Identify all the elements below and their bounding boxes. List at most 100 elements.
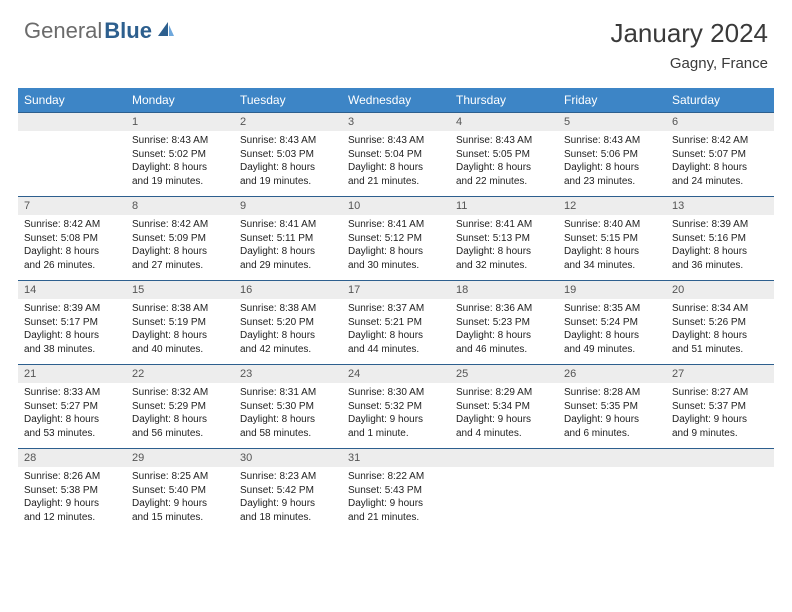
day-detail-line: Sunrise: 8:29 AM	[456, 386, 552, 400]
day-detail-line: Sunset: 5:19 PM	[132, 316, 228, 330]
location-label: Gagny, France	[610, 55, 768, 72]
day-detail-line: Sunset: 5:09 PM	[132, 232, 228, 246]
calendar-cell: 4Sunrise: 8:43 AMSunset: 5:05 PMDaylight…	[450, 112, 558, 196]
day-details	[450, 467, 558, 525]
day-number	[450, 448, 558, 467]
day-detail-line: Daylight: 8 hours	[240, 161, 336, 175]
day-detail-line: Sunrise: 8:42 AM	[24, 218, 120, 232]
day-detail-line: Sunset: 5:03 PM	[240, 148, 336, 162]
day-detail-line: and 38 minutes.	[24, 343, 120, 357]
day-detail-line: Sunset: 5:11 PM	[240, 232, 336, 246]
day-detail-line: Sunset: 5:26 PM	[672, 316, 768, 330]
day-detail-line: Daylight: 8 hours	[132, 161, 228, 175]
day-header-monday: Monday	[126, 88, 234, 112]
day-header-wednesday: Wednesday	[342, 88, 450, 112]
day-detail-line: Daylight: 8 hours	[564, 161, 660, 175]
day-details	[558, 467, 666, 525]
day-detail-line: Sunrise: 8:32 AM	[132, 386, 228, 400]
day-detail-line: Sunrise: 8:42 AM	[132, 218, 228, 232]
logo-text-blue: Blue	[104, 18, 152, 44]
day-detail-line: Daylight: 8 hours	[240, 245, 336, 259]
day-number: 12	[558, 196, 666, 215]
day-detail-line: Sunset: 5:21 PM	[348, 316, 444, 330]
day-detail-line: Sunrise: 8:39 AM	[24, 302, 120, 316]
day-detail-line: Sunrise: 8:35 AM	[564, 302, 660, 316]
day-detail-line: Sunset: 5:17 PM	[24, 316, 120, 330]
calendar-week-row: 28Sunrise: 8:26 AMSunset: 5:38 PMDayligh…	[18, 448, 774, 532]
day-detail-line: Daylight: 8 hours	[456, 161, 552, 175]
calendar-cell: 12Sunrise: 8:40 AMSunset: 5:15 PMDayligh…	[558, 196, 666, 280]
day-detail-line: Sunrise: 8:39 AM	[672, 218, 768, 232]
calendar-cell: 27Sunrise: 8:27 AMSunset: 5:37 PMDayligh…	[666, 364, 774, 448]
day-details: Sunrise: 8:41 AMSunset: 5:12 PMDaylight:…	[342, 215, 450, 280]
calendar-cell: 15Sunrise: 8:38 AMSunset: 5:19 PMDayligh…	[126, 280, 234, 364]
day-header-thursday: Thursday	[450, 88, 558, 112]
day-number: 26	[558, 364, 666, 383]
day-detail-line: Daylight: 8 hours	[456, 245, 552, 259]
calendar-cell: 14 Sunrise: 8:39 AMSunset: 5:17 PMDayligh…	[18, 280, 126, 364]
day-detail-line: Sunset: 5:20 PM	[240, 316, 336, 330]
calendar-cell	[450, 448, 558, 532]
calendar-week-row: 21Sunrise: 8:33 AMSunset: 5:27 PMDayligh…	[18, 364, 774, 448]
day-detail-line: Sunset: 5:16 PM	[672, 232, 768, 246]
day-number: 19	[558, 280, 666, 299]
day-detail-line: and 21 minutes.	[348, 511, 444, 525]
day-detail-line: Sunset: 5:27 PM	[24, 400, 120, 414]
day-detail-line: Sunrise: 8:28 AM	[564, 386, 660, 400]
calendar-cell: 6Sunrise: 8:42 AMSunset: 5:07 PMDaylight…	[666, 112, 774, 196]
day-detail-line: Sunset: 5:07 PM	[672, 148, 768, 162]
day-detail-line: Daylight: 9 hours	[348, 413, 444, 427]
day-detail-line: Sunset: 5:42 PM	[240, 484, 336, 498]
day-detail-line: and 1 minute.	[348, 427, 444, 441]
day-detail-line: Daylight: 8 hours	[24, 329, 120, 343]
day-detail-line: Sunset: 5:34 PM	[456, 400, 552, 414]
day-header-tuesday: Tuesday	[234, 88, 342, 112]
day-detail-line: and 18 minutes.	[240, 511, 336, 525]
day-detail-line: Daylight: 8 hours	[348, 245, 444, 259]
day-number: 6	[666, 112, 774, 131]
day-number: 3	[342, 112, 450, 131]
day-number: 27	[666, 364, 774, 383]
day-details: Sunrise: 8:26 AMSunset: 5:38 PMDaylight:…	[18, 467, 126, 532]
calendar-cell: 21Sunrise: 8:33 AMSunset: 5:27 PMDayligh…	[18, 364, 126, 448]
day-detail-line: Sunset: 5:37 PM	[672, 400, 768, 414]
calendar-cell	[666, 448, 774, 532]
calendar-cell: 1Sunrise: 8:43 AMSunset: 5:02 PMDaylight…	[126, 112, 234, 196]
day-number: 20	[666, 280, 774, 299]
calendar-cell: 2Sunrise: 8:43 AMSunset: 5:03 PMDaylight…	[234, 112, 342, 196]
calendar-table: Sunday Monday Tuesday Wednesday Thursday…	[18, 88, 774, 532]
day-number: 30	[234, 448, 342, 467]
day-detail-line: Daylight: 9 hours	[132, 497, 228, 511]
calendar-cell	[558, 448, 666, 532]
day-details: Sunrise: 8:42 AMSunset: 5:08 PMDaylight:…	[18, 215, 126, 280]
day-detail-line: Sunrise: 8:43 AM	[564, 134, 660, 148]
header: General Blue January 2024 Gagny, France	[0, 0, 792, 80]
day-detail-line: Daylight: 8 hours	[132, 413, 228, 427]
day-detail-line: Sunrise: 8:33 AM	[24, 386, 120, 400]
day-details: Sunrise: 8:38 AMSunset: 5:19 PMDaylight:…	[126, 299, 234, 364]
day-number: 14	[18, 280, 126, 299]
day-detail-line: and 42 minutes.	[240, 343, 336, 357]
day-detail-line: Daylight: 9 hours	[564, 413, 660, 427]
day-detail-line: and 56 minutes.	[132, 427, 228, 441]
calendar-cell: 20Sunrise: 8:34 AMSunset: 5:26 PMDayligh…	[666, 280, 774, 364]
day-details: Sunrise: 8:22 AMSunset: 5:43 PMDaylight:…	[342, 467, 450, 532]
day-detail-line: Daylight: 8 hours	[240, 413, 336, 427]
day-detail-line: Sunset: 5:38 PM	[24, 484, 120, 498]
day-number: 10	[342, 196, 450, 215]
day-detail-line: Sunset: 5:02 PM	[132, 148, 228, 162]
day-number: 29	[126, 448, 234, 467]
day-details: Sunrise: 8:29 AMSunset: 5:34 PMDaylight:…	[450, 383, 558, 448]
day-detail-line: and 40 minutes.	[132, 343, 228, 357]
day-detail-line: Daylight: 9 hours	[456, 413, 552, 427]
day-detail-line: Daylight: 8 hours	[348, 329, 444, 343]
logo-text-general: General	[24, 18, 102, 44]
day-details: Sunrise: 8:41 AMSunset: 5:11 PMDaylight:…	[234, 215, 342, 280]
day-detail-line: Daylight: 8 hours	[672, 329, 768, 343]
day-detail-line: and 46 minutes.	[456, 343, 552, 357]
day-detail-line: Sunset: 5:15 PM	[564, 232, 660, 246]
day-number: 9	[234, 196, 342, 215]
day-details: Sunrise: 8:42 AMSunset: 5:09 PMDaylight:…	[126, 215, 234, 280]
day-detail-line: Sunrise: 8:43 AM	[132, 134, 228, 148]
day-number: 15	[126, 280, 234, 299]
